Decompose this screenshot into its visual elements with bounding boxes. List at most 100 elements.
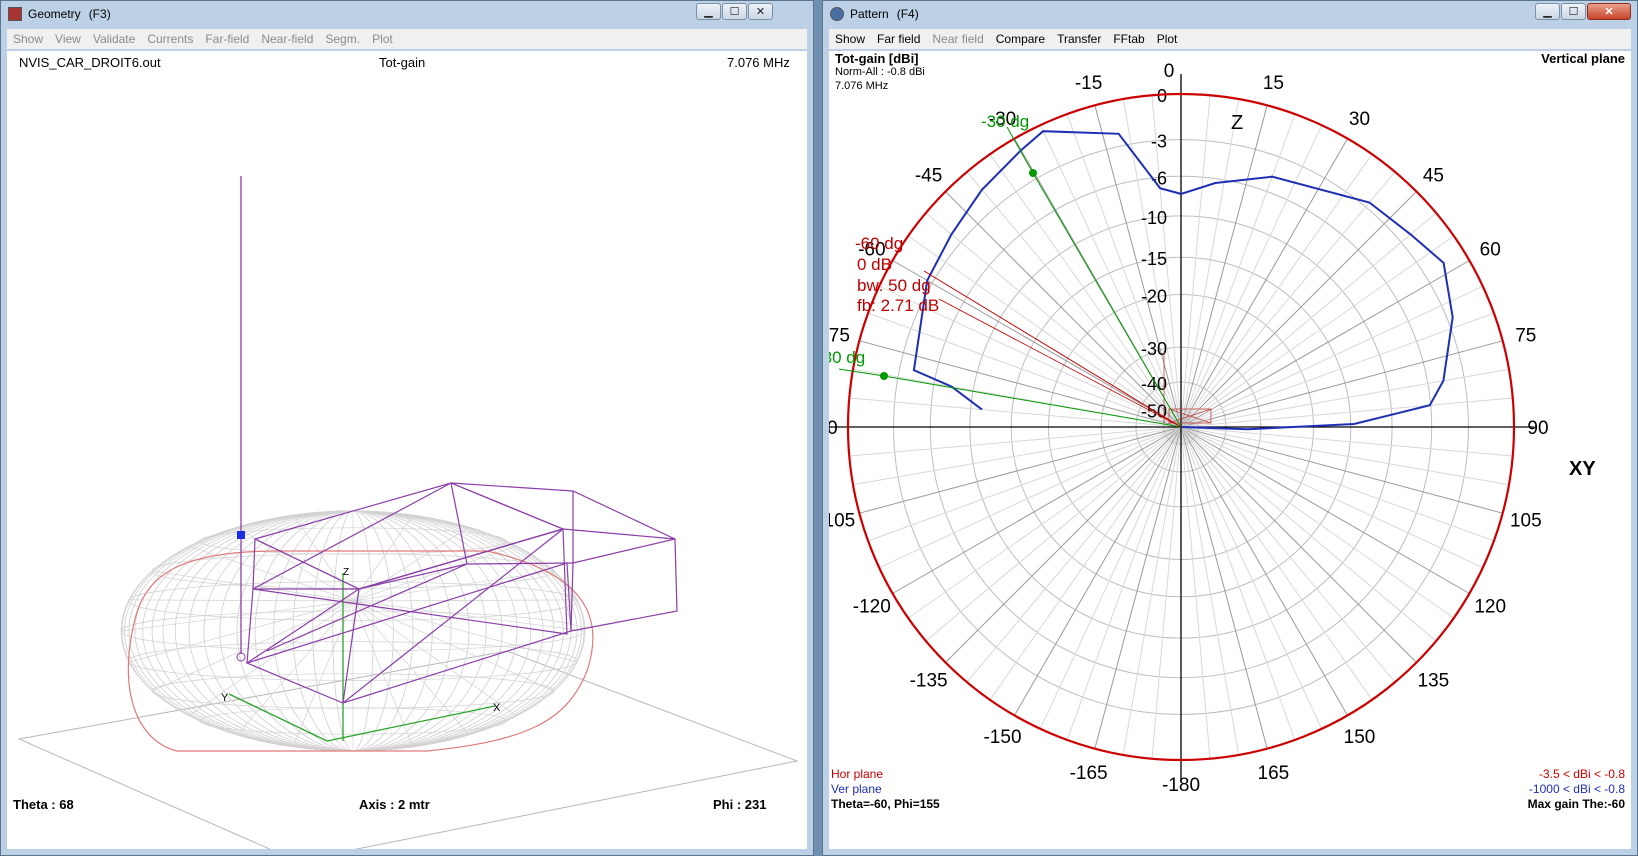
angle-label: 120	[1474, 597, 1506, 618]
menu-fftab[interactable]: FFtab	[1113, 32, 1145, 46]
axis-y-label: Y	[221, 692, 229, 704]
menu-plot[interactable]: Plot	[372, 32, 393, 46]
angle-spoke	[1151, 95, 1182, 428]
legend-ver: Ver plane	[831, 782, 882, 796]
angle-spoke	[859, 340, 1182, 428]
file-name: NVIS_CAR_DROIT6.out	[19, 55, 161, 70]
angle-spoke	[1180, 426, 1509, 486]
minimize-icon[interactable]: ▁	[696, 3, 721, 20]
angle-spoke	[1180, 99, 1240, 428]
angle-spoke	[1066, 426, 1182, 741]
db-label: -6	[1151, 168, 1167, 188]
menu-far-field[interactable]: Far-field	[205, 32, 250, 46]
z-axis-label: Z	[1231, 112, 1243, 134]
menu-plot[interactable]: Plot	[1156, 32, 1178, 46]
angle-spoke	[859, 426, 1182, 514]
angle-label: 90	[1527, 418, 1548, 439]
angle-spoke	[1151, 426, 1182, 759]
angle-label: -75	[829, 326, 850, 347]
angle-spoke	[925, 426, 1182, 642]
angle-label: 105	[1510, 510, 1542, 531]
angle-spoke	[1094, 426, 1182, 749]
angle-label: -180	[1162, 775, 1200, 796]
angle-spoke	[1180, 426, 1455, 619]
angle-spoke	[945, 191, 1182, 428]
angle-spoke	[945, 426, 1182, 663]
marker-label-main: -30 dg	[981, 112, 1029, 131]
angle-label: -120	[853, 597, 891, 618]
angle-spoke	[1180, 191, 1417, 428]
angle-spoke	[1180, 260, 1470, 428]
minimize-icon[interactable]: ▁	[1535, 3, 1560, 20]
pattern-window: Pattern (F4) ▁ ☐ ✕ Show Far field Near f…	[822, 0, 1638, 856]
angle-spoke	[849, 397, 1182, 428]
angle-label: 165	[1258, 763, 1290, 784]
app-icon	[8, 7, 22, 21]
db-label: -40	[1141, 374, 1167, 394]
angle-spoke	[1180, 426, 1495, 542]
maximize-icon[interactable]: ☐	[722, 3, 747, 20]
angle-label: -165	[1070, 763, 1108, 784]
db-label: -30	[1141, 339, 1167, 359]
legend-ver-range: -1000 < dBi < -0.8	[1528, 782, 1625, 796]
angle-spoke	[1122, 426, 1182, 755]
angle-spoke	[878, 426, 1182, 569]
menu-near-field[interactable]: Near-field	[261, 32, 314, 46]
geometry-titlebar[interactable]: Geometry (F3) ▁ ☐ ✕	[1, 1, 813, 27]
close-icon[interactable]: ✕	[748, 3, 773, 20]
marker-label-low: -80 dg	[829, 348, 865, 367]
angle-spoke	[1180, 397, 1513, 428]
pattern-title: Tot-gain [dBi]	[835, 51, 919, 66]
window-shortcut: (F3)	[88, 7, 111, 21]
red-marker-db: 0 dB	[857, 255, 892, 274]
angle-label: -135	[910, 670, 948, 691]
norm-value: Norm-All : -0.8 dBi	[835, 66, 925, 78]
menu-far-field[interactable]: Far field	[877, 32, 921, 46]
marker-point-low	[880, 372, 888, 380]
legend-hor-range: -3.5 < dBi < -0.8	[1538, 767, 1625, 781]
menu-view[interactable]: View	[55, 32, 81, 46]
maximize-icon[interactable]: ☐	[1561, 3, 1586, 20]
menu-currents[interactable]: Currents	[147, 32, 194, 46]
menu-show[interactable]: Show	[835, 32, 866, 46]
angle-spoke	[849, 426, 1182, 457]
pattern-canvas[interactable]: Tot-gain [dBi] Norm-All : -0.8 dBi 7.076…	[829, 51, 1631, 849]
close-icon[interactable]: ✕	[1587, 3, 1631, 20]
geometry-canvas[interactable]: NVIS_CAR_DROIT6.out Tot-gain 7.076 MHz Y…	[7, 51, 807, 849]
angle-label: -90	[829, 418, 838, 439]
db-label: -20	[1141, 287, 1167, 307]
angle-spoke	[1180, 340, 1503, 428]
angle-spoke	[1180, 426, 1268, 749]
angle-spoke	[1180, 426, 1296, 741]
xy-axis-label: XY	[1569, 458, 1596, 480]
menu-compare[interactable]: Compare	[995, 32, 1046, 46]
db-label: -15	[1141, 249, 1167, 269]
angle-spoke	[1180, 426, 1348, 716]
angle-spoke	[1014, 426, 1182, 716]
menu-transfer[interactable]: Transfer	[1057, 32, 1102, 46]
menu-validate[interactable]: Validate	[92, 32, 136, 46]
red-marker-bw: bw: 50 dg	[857, 276, 931, 295]
angle-spoke	[1180, 426, 1437, 642]
angle-label: -105	[829, 510, 855, 531]
angle-label: -60	[858, 240, 885, 261]
angle-spoke	[1180, 426, 1323, 730]
legend-hor: Hor plane	[831, 767, 884, 781]
menu-show[interactable]: Show	[13, 32, 44, 46]
ver-plane-trace	[912, 130, 1454, 431]
angle-spoke	[1094, 105, 1182, 428]
angle-spoke	[1180, 368, 1509, 428]
feed-point	[237, 531, 245, 539]
menu-near-field[interactable]: Near field	[932, 32, 984, 46]
geometry-menubar: Show View Validate Currents Far-field Ne…	[7, 29, 807, 49]
menu-segm[interactable]: Segm.	[325, 32, 361, 46]
geometry-window: Geometry (F3) ▁ ☐ ✕ Show View Validate C…	[0, 0, 814, 856]
angle-label: 150	[1344, 727, 1376, 748]
marker-point-main	[1029, 169, 1037, 177]
pattern-titlebar[interactable]: Pattern (F4) ▁ ☐ ✕	[823, 1, 1637, 27]
geometry-3d-view: Y X Z	[17, 176, 799, 849]
angle-label: 45	[1423, 166, 1444, 187]
angle-spoke	[1180, 426, 1484, 569]
axis-scale: Axis : 2 mtr	[359, 797, 430, 812]
angle-spoke	[1039, 426, 1182, 730]
